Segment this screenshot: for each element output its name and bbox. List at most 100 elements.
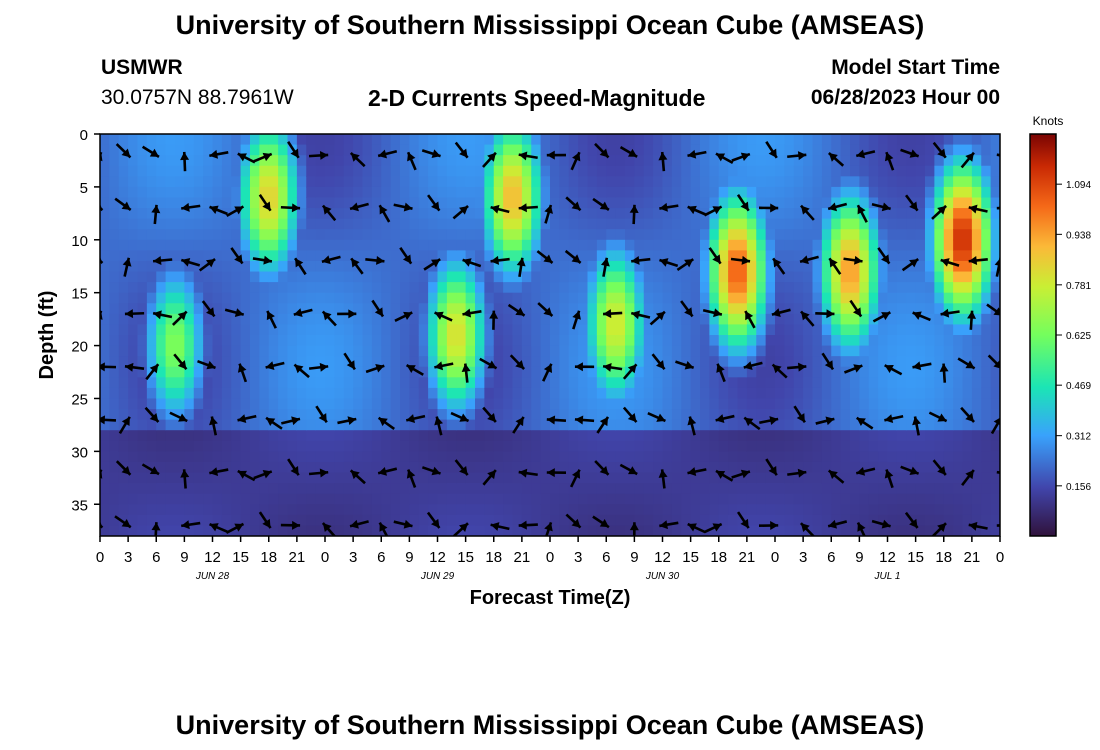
heatmap-cell xyxy=(334,419,345,431)
heatmap-cell xyxy=(700,335,710,347)
heatmap-cell xyxy=(156,440,167,452)
heatmap-cell xyxy=(915,356,926,368)
heatmap-cell xyxy=(728,419,739,431)
heatmap-cell xyxy=(765,260,776,273)
heatmap-cell xyxy=(325,504,335,516)
heatmap-cell xyxy=(371,208,382,220)
heatmap-cell xyxy=(278,419,289,431)
heatmap-cell xyxy=(943,440,954,452)
heatmap-cell xyxy=(446,440,457,452)
heatmap-cell xyxy=(990,472,1000,484)
vector-arrow xyxy=(100,415,117,425)
heatmap-cell xyxy=(231,504,242,516)
heatmap-cell xyxy=(943,409,954,421)
x-tick-label: 3 xyxy=(574,549,582,566)
heatmap-cell xyxy=(240,514,251,527)
heatmap-cell xyxy=(812,260,823,273)
heatmap-cell xyxy=(456,271,467,283)
heatmap-cell xyxy=(784,398,795,410)
heatmap-cell xyxy=(250,208,260,220)
heatmap-cell xyxy=(118,483,129,495)
heatmap-cell xyxy=(465,292,476,304)
x-tick-label: 9 xyxy=(405,549,413,566)
heatmap-cell xyxy=(953,144,964,156)
heatmap-cell xyxy=(306,165,317,177)
heatmap-cell xyxy=(840,451,851,463)
vector-arrow xyxy=(479,357,498,370)
heatmap-cell xyxy=(793,176,804,188)
heatmap-cell xyxy=(409,345,420,357)
heatmap-cell xyxy=(296,176,307,188)
heatmap-cell xyxy=(812,134,823,146)
heatmap-cell xyxy=(662,440,673,452)
heatmap-cell xyxy=(268,451,279,463)
heatmap-cell xyxy=(634,493,645,505)
heatmap-cell xyxy=(475,335,485,347)
heatmap-cell xyxy=(587,229,598,241)
heatmap-cell xyxy=(109,239,120,251)
heatmap-cell xyxy=(334,260,345,273)
heatmap-cell xyxy=(221,345,232,357)
heatmap-cell xyxy=(325,440,335,452)
heatmap-cell xyxy=(371,218,382,230)
heatmap-cell xyxy=(231,493,242,505)
heatmap-cell xyxy=(737,409,748,421)
heatmap-cell xyxy=(446,229,457,241)
heatmap-cell xyxy=(521,144,532,156)
heatmap-cell xyxy=(278,260,289,273)
heatmap-cell xyxy=(578,430,589,442)
heatmap-cell xyxy=(221,186,232,199)
heatmap-cell xyxy=(465,176,476,188)
heatmap-cell xyxy=(465,461,476,474)
heatmap-cell xyxy=(100,144,110,156)
heatmap-cell xyxy=(231,271,242,283)
heatmap-cell xyxy=(559,155,570,167)
heatmap-cell xyxy=(887,271,898,283)
heatmap-cell xyxy=(100,292,110,304)
heatmap-cell xyxy=(306,260,317,273)
heatmap-cell xyxy=(756,155,767,167)
heatmap-cell xyxy=(803,144,814,156)
heatmap-cell xyxy=(296,472,307,484)
heatmap-cell xyxy=(521,335,532,347)
heatmap-cell xyxy=(868,472,879,484)
heatmap-cell xyxy=(653,398,664,410)
heatmap-cell xyxy=(737,144,748,156)
heatmap-cell xyxy=(606,504,617,516)
heatmap-cell xyxy=(775,419,785,431)
heatmap-cell xyxy=(878,134,889,146)
vector-arrow xyxy=(266,310,277,329)
heatmap-cell xyxy=(390,303,401,315)
heatmap-cell xyxy=(728,377,739,389)
heatmap-cell xyxy=(306,409,317,421)
heatmap-cell xyxy=(831,504,842,516)
vector-arrow xyxy=(546,415,567,425)
heatmap-cell xyxy=(437,155,448,167)
heatmap-cell xyxy=(587,461,598,474)
heatmap-cell xyxy=(840,208,851,220)
heatmap-cell xyxy=(587,430,598,442)
heatmap-cell xyxy=(990,493,1000,505)
heatmap-cell xyxy=(653,239,664,251)
heatmap-cell xyxy=(268,313,279,326)
heatmap-cell xyxy=(175,451,185,463)
heatmap-cell xyxy=(409,324,420,336)
heatmap-cell xyxy=(343,419,354,431)
heatmap-cell xyxy=(943,144,954,156)
heatmap-cell xyxy=(203,493,214,505)
heatmap-cell xyxy=(925,186,935,199)
heatmap-cell xyxy=(953,218,964,230)
heatmap-cell xyxy=(971,208,982,220)
heatmap-cell xyxy=(437,514,448,527)
heatmap-cell xyxy=(896,387,907,400)
heatmap-cell xyxy=(906,292,917,304)
heatmap-cell xyxy=(503,144,514,156)
vector-arrow xyxy=(703,205,723,217)
vector-arrow xyxy=(315,405,328,424)
heatmap-cell xyxy=(896,324,907,336)
heatmap-cell xyxy=(718,292,729,304)
heatmap-cell xyxy=(456,451,467,463)
heatmap-cell xyxy=(962,134,973,146)
heatmap-cell xyxy=(146,335,157,347)
heatmap-cell xyxy=(540,144,551,156)
